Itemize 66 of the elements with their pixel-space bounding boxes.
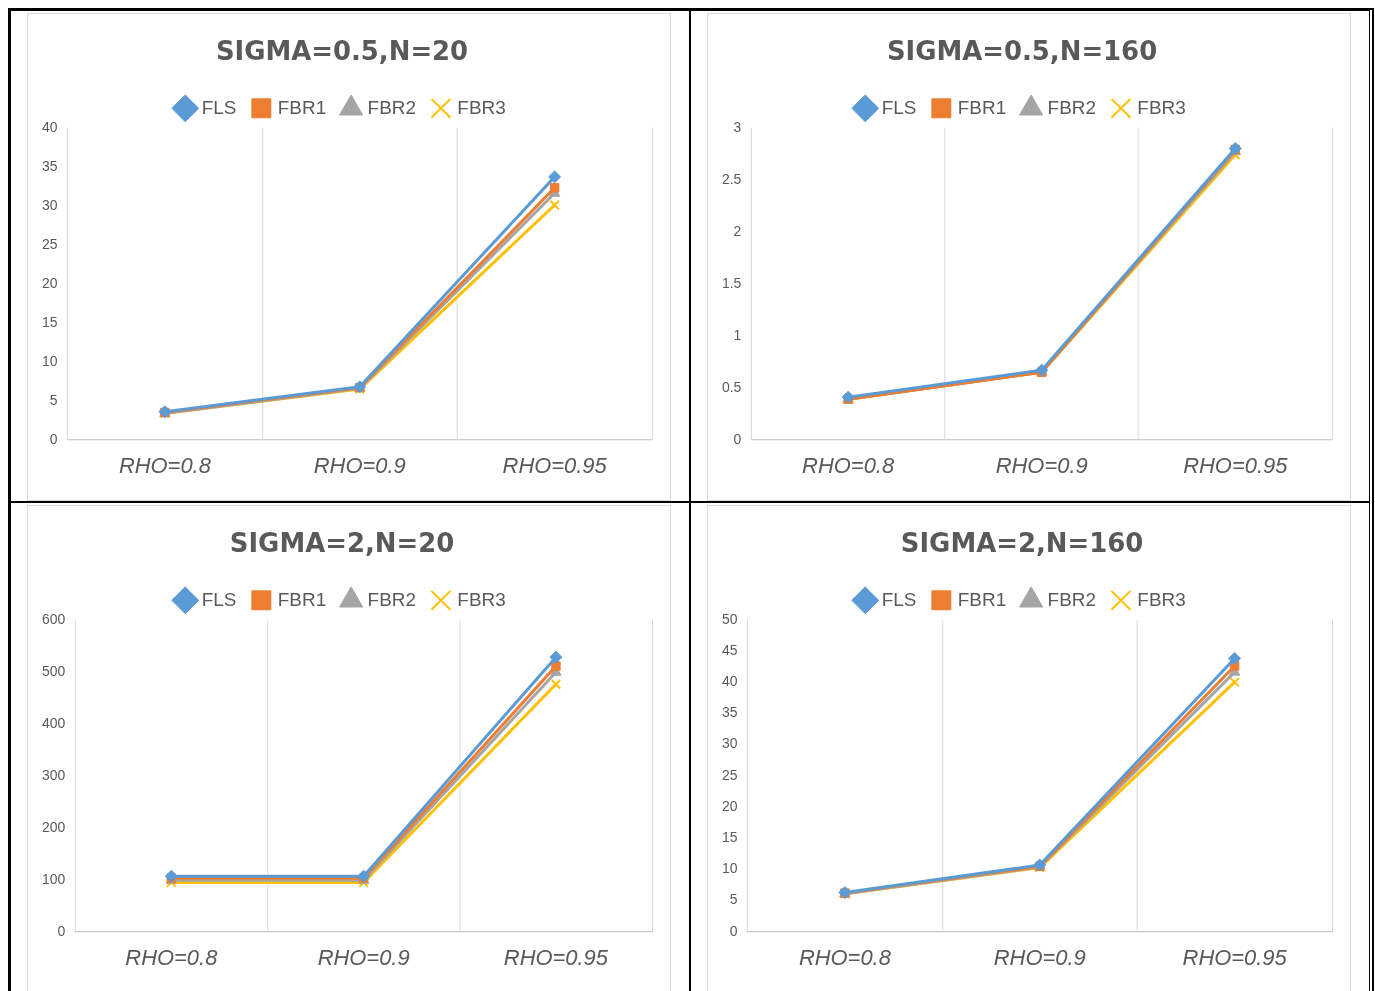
- y-tick-label: 1.5: [721, 274, 742, 291]
- y-tick-label: 200: [41, 818, 66, 835]
- legend-label: FBR1: [957, 96, 1007, 118]
- y-tick-label: 5: [729, 891, 738, 908]
- y-tick-label: 0: [57, 922, 66, 939]
- x-tick-label: RHO=0.8: [802, 453, 895, 479]
- chart-title: SIGMA=0.5,N=160: [886, 36, 1158, 67]
- y-tick-label: 0.5: [721, 378, 742, 395]
- x-tick-label: RHO=0.9: [313, 453, 406, 479]
- y-tick-label: 2: [733, 222, 742, 239]
- y-tick-label: 300: [41, 766, 66, 783]
- chart-title: SIGMA=0.5,N=20: [215, 36, 469, 67]
- y-tick-label: 25: [41, 235, 58, 252]
- legend-label: FBR2: [1047, 588, 1096, 610]
- legend-label: FBR3: [457, 588, 506, 610]
- x-tick-label: RHO=0.9: [995, 453, 1088, 479]
- y-tick-label: 5: [49, 391, 58, 408]
- x-tick-label: RHO=0.9: [993, 945, 1086, 971]
- y-tick-label: 15: [41, 313, 58, 330]
- y-tick-label: 500: [41, 662, 66, 679]
- y-tick-label: 2.5: [721, 170, 742, 187]
- y-tick-label: 15: [721, 829, 738, 846]
- x-tick-label: RHO=0.95: [1183, 453, 1289, 479]
- legend-label: FLS: [881, 96, 917, 118]
- legend-label: FBR3: [1137, 588, 1186, 610]
- y-tick-label: 40: [721, 673, 738, 689]
- y-tick-label: 30: [41, 196, 58, 213]
- legend-label: FBR3: [457, 96, 506, 118]
- y-tick-label: 10: [41, 352, 58, 369]
- legend-label: FBR1: [957, 588, 1007, 610]
- y-tick-label: 0: [729, 922, 738, 939]
- legend-label: FBR2: [1047, 96, 1096, 118]
- legend-label: FBR2: [367, 96, 416, 118]
- legend-label: FLS: [201, 588, 237, 610]
- legend-label: FBR1: [277, 96, 327, 118]
- y-tick-label: 45: [721, 641, 738, 658]
- legend-label: FLS: [881, 588, 917, 610]
- y-tick-label: 40: [41, 118, 58, 135]
- y-tick-label: 100: [41, 870, 66, 887]
- y-tick-label: 3: [733, 118, 742, 135]
- legend-label: FBR3: [1137, 96, 1186, 118]
- legend-label: FLS: [201, 96, 237, 118]
- x-tick-label: RHO=0.9: [317, 945, 410, 971]
- y-tick-label: 20: [721, 797, 738, 814]
- x-tick-label: RHO=0.8: [798, 945, 892, 971]
- x-tick-label: RHO=0.8: [118, 453, 212, 479]
- y-tick-label: 35: [41, 157, 58, 174]
- y-tick-label: 20: [41, 274, 58, 291]
- y-tick-label: 25: [721, 766, 738, 783]
- chart-title: SIGMA=2,N=20: [229, 528, 455, 559]
- y-tick-label: 0: [49, 430, 58, 447]
- x-tick-label: RHO=0.8: [125, 945, 219, 971]
- x-tick-label: RHO=0.95: [503, 945, 609, 971]
- y-tick-label: 30: [721, 735, 738, 752]
- legend-label: FBR1: [277, 588, 327, 610]
- y-tick-label: 0: [733, 430, 742, 447]
- chart-title: SIGMA=2,N=160: [900, 528, 1144, 559]
- y-tick-label: 50: [721, 610, 738, 627]
- y-tick-label: 1: [733, 326, 742, 343]
- y-tick-label: 600: [41, 610, 66, 627]
- y-tick-label: 10: [721, 860, 738, 877]
- y-tick-label: 400: [41, 714, 66, 731]
- x-tick-label: RHO=0.95: [1182, 945, 1288, 971]
- x-tick-label: RHO=0.95: [502, 453, 608, 479]
- y-tick-label: 35: [721, 704, 738, 721]
- legend-label: FBR2: [367, 588, 416, 610]
